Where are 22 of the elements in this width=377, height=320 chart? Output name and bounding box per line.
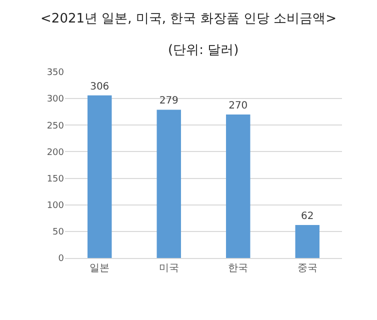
bar (156, 110, 181, 258)
y-tick-label: 350 (46, 68, 64, 78)
bar (295, 225, 320, 258)
data-label: 279 (159, 96, 178, 107)
y-tick-label: 200 (46, 148, 64, 158)
data-label: 306 (90, 81, 110, 92)
y-tick-label: 0 (58, 254, 64, 264)
y-tick-label: 150 (46, 174, 64, 184)
data-label: 270 (228, 100, 248, 112)
x-tick-label: 중국 (297, 263, 318, 274)
y-tick-label: 250 (46, 121, 64, 132)
y-tick-label: 50 (52, 228, 64, 238)
y-tick-label: 300 (46, 94, 64, 105)
data-label: 62 (301, 211, 314, 222)
bar (226, 114, 250, 258)
y-tick-label: 100 (46, 201, 64, 212)
x-tick-label: 일본 (90, 263, 110, 274)
x-tick-label: 미국 (158, 263, 179, 274)
chart-subtitle: (단위: 달러) (168, 43, 239, 58)
chart-title: <2021년 일본, 미국, 한국 화장품 인당 소비금액> (40, 12, 336, 27)
bar (88, 95, 112, 258)
x-tick-label: 한국 (228, 263, 248, 274)
